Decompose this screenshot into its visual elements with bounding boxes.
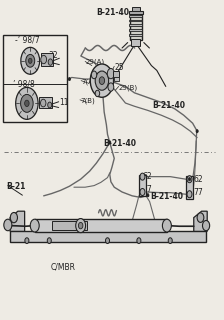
Circle shape: [140, 188, 145, 196]
Bar: [10, 231, 206, 242]
Circle shape: [107, 68, 114, 79]
Circle shape: [48, 102, 52, 108]
Text: 1: 1: [22, 103, 27, 112]
Text: 62: 62: [194, 175, 203, 184]
Bar: [129, 24, 142, 26]
Text: 77: 77: [194, 188, 204, 197]
Bar: [39, 97, 52, 108]
Text: 11: 11: [59, 98, 69, 107]
Text: 29(B): 29(B): [119, 84, 138, 91]
Circle shape: [106, 238, 110, 244]
Circle shape: [28, 58, 32, 63]
Text: 19: 19: [21, 58, 30, 67]
Text: 25: 25: [114, 63, 124, 72]
Circle shape: [140, 173, 145, 180]
Text: 32: 32: [48, 52, 58, 60]
Circle shape: [108, 83, 114, 91]
Circle shape: [95, 71, 109, 90]
Text: C/MBR: C/MBR: [50, 262, 75, 271]
Bar: [41, 53, 53, 66]
Bar: [186, 176, 193, 199]
Circle shape: [187, 176, 192, 183]
Bar: [130, 14, 142, 40]
Circle shape: [99, 77, 105, 84]
Circle shape: [95, 90, 100, 97]
Circle shape: [187, 191, 192, 198]
Circle shape: [25, 238, 29, 244]
Circle shape: [26, 54, 35, 67]
Polygon shape: [10, 211, 25, 231]
Text: B-21-40: B-21-40: [96, 8, 129, 17]
Bar: [35, 219, 167, 232]
Text: 62: 62: [142, 172, 152, 181]
Circle shape: [25, 100, 29, 107]
Bar: [129, 11, 143, 14]
Circle shape: [196, 130, 198, 133]
Circle shape: [188, 178, 191, 181]
Circle shape: [168, 238, 172, 244]
Circle shape: [30, 219, 39, 232]
Text: -’ 98/7: -’ 98/7: [15, 36, 40, 44]
Circle shape: [41, 99, 46, 107]
Bar: [131, 39, 140, 46]
Circle shape: [78, 222, 83, 229]
Circle shape: [197, 213, 204, 222]
Circle shape: [21, 47, 40, 74]
Circle shape: [137, 238, 141, 244]
Bar: [113, 71, 119, 77]
Text: 7(B): 7(B): [80, 98, 95, 104]
Text: B-21-40: B-21-40: [150, 192, 183, 201]
Circle shape: [10, 212, 17, 223]
Circle shape: [41, 55, 47, 64]
Bar: [129, 20, 142, 21]
Text: 29(A): 29(A): [85, 58, 104, 65]
Bar: [3, 35, 67, 122]
Circle shape: [90, 64, 114, 97]
Circle shape: [48, 59, 53, 65]
Bar: [52, 221, 87, 230]
Circle shape: [162, 219, 171, 232]
Circle shape: [202, 220, 210, 231]
Circle shape: [147, 194, 149, 197]
Bar: [132, 7, 140, 11]
Circle shape: [109, 141, 111, 144]
Text: 7(A): 7(A): [81, 78, 96, 85]
Text: ’ 98/8-: ’ 98/8-: [13, 79, 38, 88]
Bar: [139, 175, 146, 196]
Text: B-21-40: B-21-40: [152, 101, 185, 110]
Text: B-21: B-21: [7, 182, 26, 191]
Bar: [129, 34, 142, 36]
Circle shape: [21, 94, 33, 112]
Text: B-21-40: B-21-40: [103, 139, 136, 148]
Circle shape: [68, 77, 71, 81]
Circle shape: [16, 87, 38, 119]
Bar: [129, 15, 142, 17]
Circle shape: [47, 238, 51, 244]
Circle shape: [4, 219, 12, 231]
Text: 77: 77: [142, 185, 152, 194]
Circle shape: [76, 219, 86, 233]
Bar: [129, 29, 142, 31]
Polygon shape: [194, 211, 207, 231]
Circle shape: [91, 71, 97, 79]
Bar: [114, 77, 119, 81]
